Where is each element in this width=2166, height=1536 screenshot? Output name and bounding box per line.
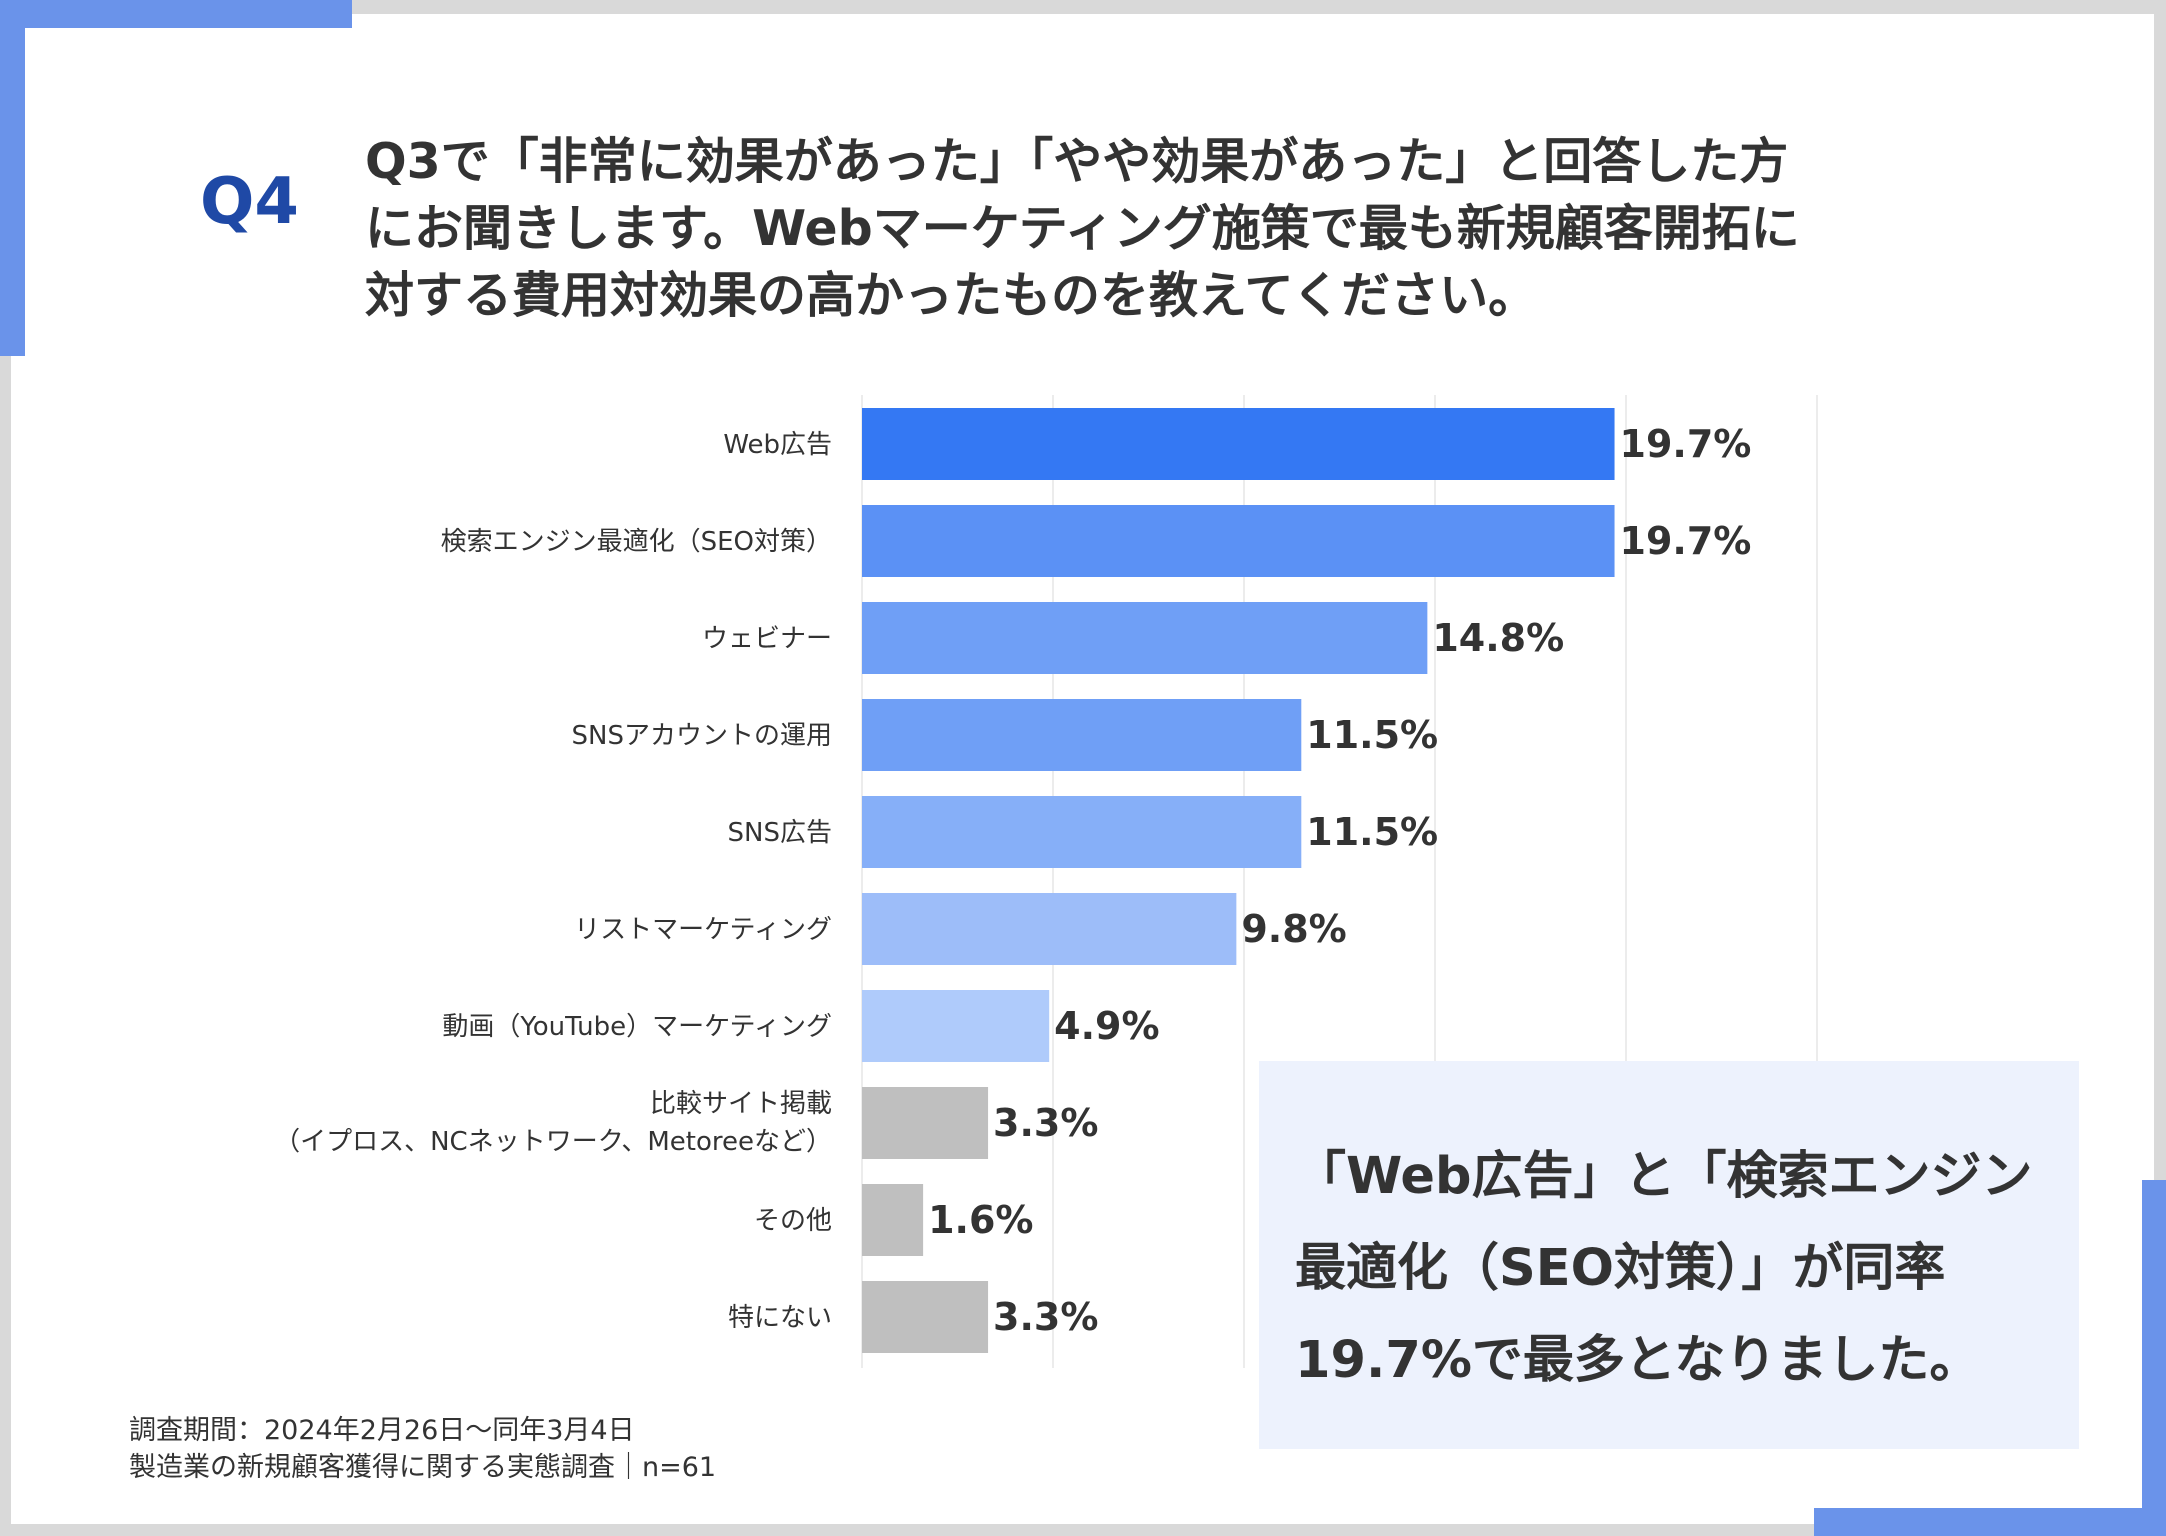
category-label: SNS広告 — [728, 818, 832, 848]
category-label: 比較サイト掲載 — [650, 1089, 832, 1119]
value-label: 19.7% — [1620, 519, 1752, 563]
summary-line: 「Web広告」と「検索エンジン — [1295, 1147, 2033, 1206]
category-label: その他 — [754, 1206, 832, 1236]
value-label: 3.3% — [993, 1101, 1098, 1145]
value-label: 19.7% — [1620, 422, 1752, 466]
accent-bar-right — [2142, 1180, 2166, 1536]
question-line: Q3で「非常に効果があった」「やや効果があった」と回答した方 — [365, 133, 1789, 190]
summary-text: 「Web広告」と「検索エンジン 最適化（SEO対策）」が同率 19.7%で最多と… — [1295, 1131, 2079, 1407]
bar — [862, 1087, 989, 1159]
bar — [862, 602, 1428, 674]
value-label: 14.8% — [1432, 616, 1564, 660]
category-label: 検索エンジン最適化（SEO対策） — [441, 527, 832, 557]
category-label: Web広告 — [723, 430, 832, 460]
category-label: リストマーケティング — [574, 915, 832, 945]
value-label: 11.5% — [1306, 810, 1438, 854]
accent-bar-top — [0, 0, 352, 28]
value-label: 11.5% — [1306, 713, 1438, 757]
survey-period: 調査期間：2024年2月26日〜同年3月4日 — [129, 1415, 635, 1446]
bar — [862, 1184, 924, 1256]
bar — [862, 408, 1615, 480]
value-label: 3.3% — [993, 1295, 1098, 1339]
footnote: 調査期間：2024年2月26日〜同年3月4日 製造業の新規顧客獲得に関する実態調… — [129, 1412, 716, 1486]
category-label: 特にない — [728, 1303, 832, 1333]
bar — [862, 796, 1302, 868]
accent-bar-left — [0, 0, 25, 356]
summary-line: 最適化（SEO対策）」が同率 — [1295, 1239, 1946, 1298]
bar — [862, 990, 1050, 1062]
bar — [862, 505, 1615, 577]
value-label: 1.6% — [928, 1198, 1033, 1242]
accent-bar-bottom — [1814, 1508, 2166, 1536]
value-label: 4.9% — [1054, 1004, 1159, 1048]
category-label: SNSアカウントの運用 — [572, 721, 832, 751]
question-text: Q3で「非常に効果があった」「やや効果があった」と回答した方 にお聞きします。W… — [365, 128, 1985, 329]
survey-source: 製造業の新規顧客獲得に関する実態調査｜n=61 — [129, 1452, 717, 1483]
question-line: 対する費用対効果の高かったものを教えてください。 — [365, 267, 1538, 324]
bar — [862, 893, 1237, 965]
question-line: にお聞きします。Webマーケティング施策で最も新規顧客開拓に — [365, 200, 1800, 257]
summary-line: 19.7%で最多となりました。 — [1295, 1331, 1981, 1390]
question-number: Q4 — [200, 165, 299, 239]
category-label: ウェビナー — [702, 624, 832, 654]
category-label: （イプロス、NCネットワーク、Metoreeなど） — [274, 1127, 832, 1157]
bar — [862, 699, 1302, 771]
value-label: 9.8% — [1241, 907, 1346, 951]
category-label: 動画（YouTube）マーケティング — [442, 1012, 832, 1042]
bar — [862, 1281, 989, 1353]
summary-callout: 「Web広告」と「検索エンジン 最適化（SEO対策）」が同率 19.7%で最多と… — [1259, 1061, 2079, 1449]
